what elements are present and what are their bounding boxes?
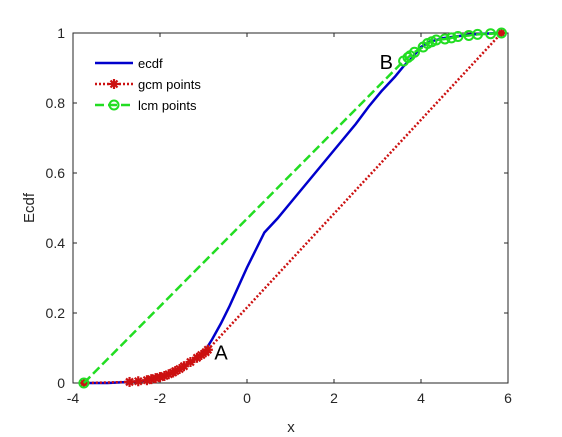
- axis-ticks: -4 -2 0 2 4 6 0 0.2 0.4 0.6 0.8 1: [46, 25, 513, 406]
- y-tick-label: 0.8: [46, 95, 66, 111]
- y-tick-label: 0: [57, 375, 65, 391]
- legend-label: lcm points: [138, 98, 197, 113]
- data-point-marker: [495, 27, 507, 39]
- data-point-marker: [452, 31, 464, 42]
- annotations: AB: [214, 52, 393, 365]
- data-point-marker: [108, 99, 120, 111]
- legend-item: gcm points: [95, 77, 201, 92]
- x-axis-label: x: [287, 419, 295, 436]
- legend-item: lcm points: [95, 98, 197, 113]
- x-tick-label: -4: [67, 390, 80, 406]
- data-point-marker: [124, 376, 135, 387]
- y-tick-label: 0.4: [46, 235, 66, 251]
- axes-box: [72, 32, 509, 384]
- data-point-marker: [445, 32, 457, 44]
- x-tick-label: 6: [504, 390, 512, 406]
- series-layer: [78, 27, 507, 389]
- legend-label: gcm points: [138, 77, 201, 92]
- data-point-marker: [133, 376, 144, 387]
- legend-box: [85, 41, 220, 121]
- legend: ecdf gcm points lcm points: [85, 41, 220, 121]
- y-tick-label: 1: [57, 25, 65, 41]
- data-point-marker: [408, 46, 420, 58]
- data-point-marker: [109, 79, 119, 89]
- legend-label: ecdf: [138, 56, 163, 71]
- y-tick-label: 0.6: [46, 165, 66, 181]
- data-point-marker: [485, 28, 497, 40]
- data-point-marker: [439, 33, 451, 45]
- x-tick-label: 2: [330, 390, 338, 406]
- data-point-marker: [496, 28, 507, 38]
- annotation-B: B: [380, 52, 393, 74]
- x-tick-label: 4: [417, 390, 425, 406]
- legend-item: ecdf: [95, 56, 163, 71]
- series-line: [82, 31, 502, 384]
- series-lcm-points: [78, 27, 507, 389]
- data-point-marker: [185, 357, 196, 367]
- x-tick-label: -2: [154, 390, 167, 406]
- series-gcm-points: [78, 28, 507, 388]
- data-point-marker: [472, 28, 484, 40]
- data-point-marker: [202, 344, 213, 355]
- y-tick-label: 0.2: [46, 305, 66, 321]
- x-tick-label: 0: [243, 390, 251, 406]
- data-point-marker: [78, 377, 90, 389]
- annotation-A: A: [214, 343, 228, 365]
- y-axis-label: Ecdf: [21, 192, 38, 223]
- data-point-marker: [402, 52, 414, 63]
- data-point-marker: [178, 361, 189, 372]
